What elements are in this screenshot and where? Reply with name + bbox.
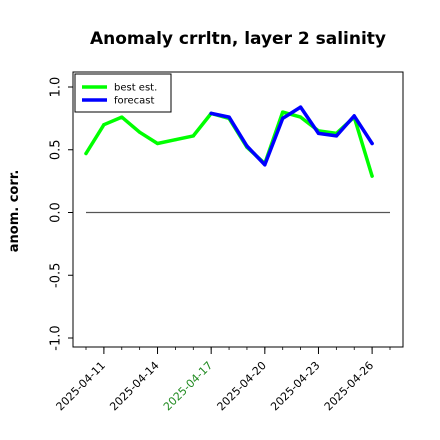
data-point bbox=[120, 115, 124, 119]
y-tick-label: 0.0 bbox=[49, 202, 64, 223]
data-point bbox=[173, 138, 178, 142]
data-point bbox=[316, 131, 321, 136]
x-tick-label: 2025-04-17 bbox=[161, 359, 215, 413]
x-tick-label: 2025-04-20 bbox=[215, 359, 269, 413]
data-point bbox=[227, 115, 231, 119]
y-tick-label: -0.5 bbox=[49, 263, 64, 288]
x-tick-label: 2025-04-26 bbox=[322, 359, 376, 413]
series-line-best-est bbox=[84, 110, 374, 178]
data-point bbox=[191, 134, 195, 138]
y-tick-label: -1.0 bbox=[49, 325, 64, 350]
data-point bbox=[209, 111, 213, 115]
x-tick-label: 2025-04-14 bbox=[107, 359, 161, 413]
legend-label: forecast bbox=[114, 96, 155, 107]
chart-title: Anomaly crrltn, layer 2 salinity bbox=[90, 29, 386, 49]
data-point bbox=[281, 116, 285, 120]
legend: best est. forecast bbox=[74, 73, 172, 113]
legend-box bbox=[74, 73, 172, 113]
x-tick-label: 2025-04-23 bbox=[268, 359, 322, 413]
x-tick-label: 2025-04-11 bbox=[54, 359, 108, 413]
y-tick-label: 0.5 bbox=[49, 139, 64, 160]
data-point bbox=[263, 163, 267, 167]
data-point bbox=[138, 130, 142, 134]
y-tick-label: 1.0 bbox=[49, 77, 64, 98]
data-point bbox=[298, 105, 303, 109]
data-point bbox=[352, 114, 356, 118]
data-point bbox=[298, 115, 303, 119]
series-line-forecast bbox=[209, 105, 374, 167]
plot-area-frame bbox=[72, 71, 404, 348]
legend-label: best est. bbox=[114, 83, 157, 94]
data-point bbox=[245, 144, 249, 148]
data-point bbox=[334, 134, 338, 138]
data-point bbox=[370, 141, 374, 146]
data-point bbox=[281, 110, 285, 114]
data-point bbox=[102, 123, 106, 127]
data-point bbox=[84, 151, 88, 156]
data-point bbox=[155, 141, 160, 146]
y-axis-label: anom. corr. bbox=[7, 170, 22, 253]
data-point bbox=[370, 174, 374, 178]
